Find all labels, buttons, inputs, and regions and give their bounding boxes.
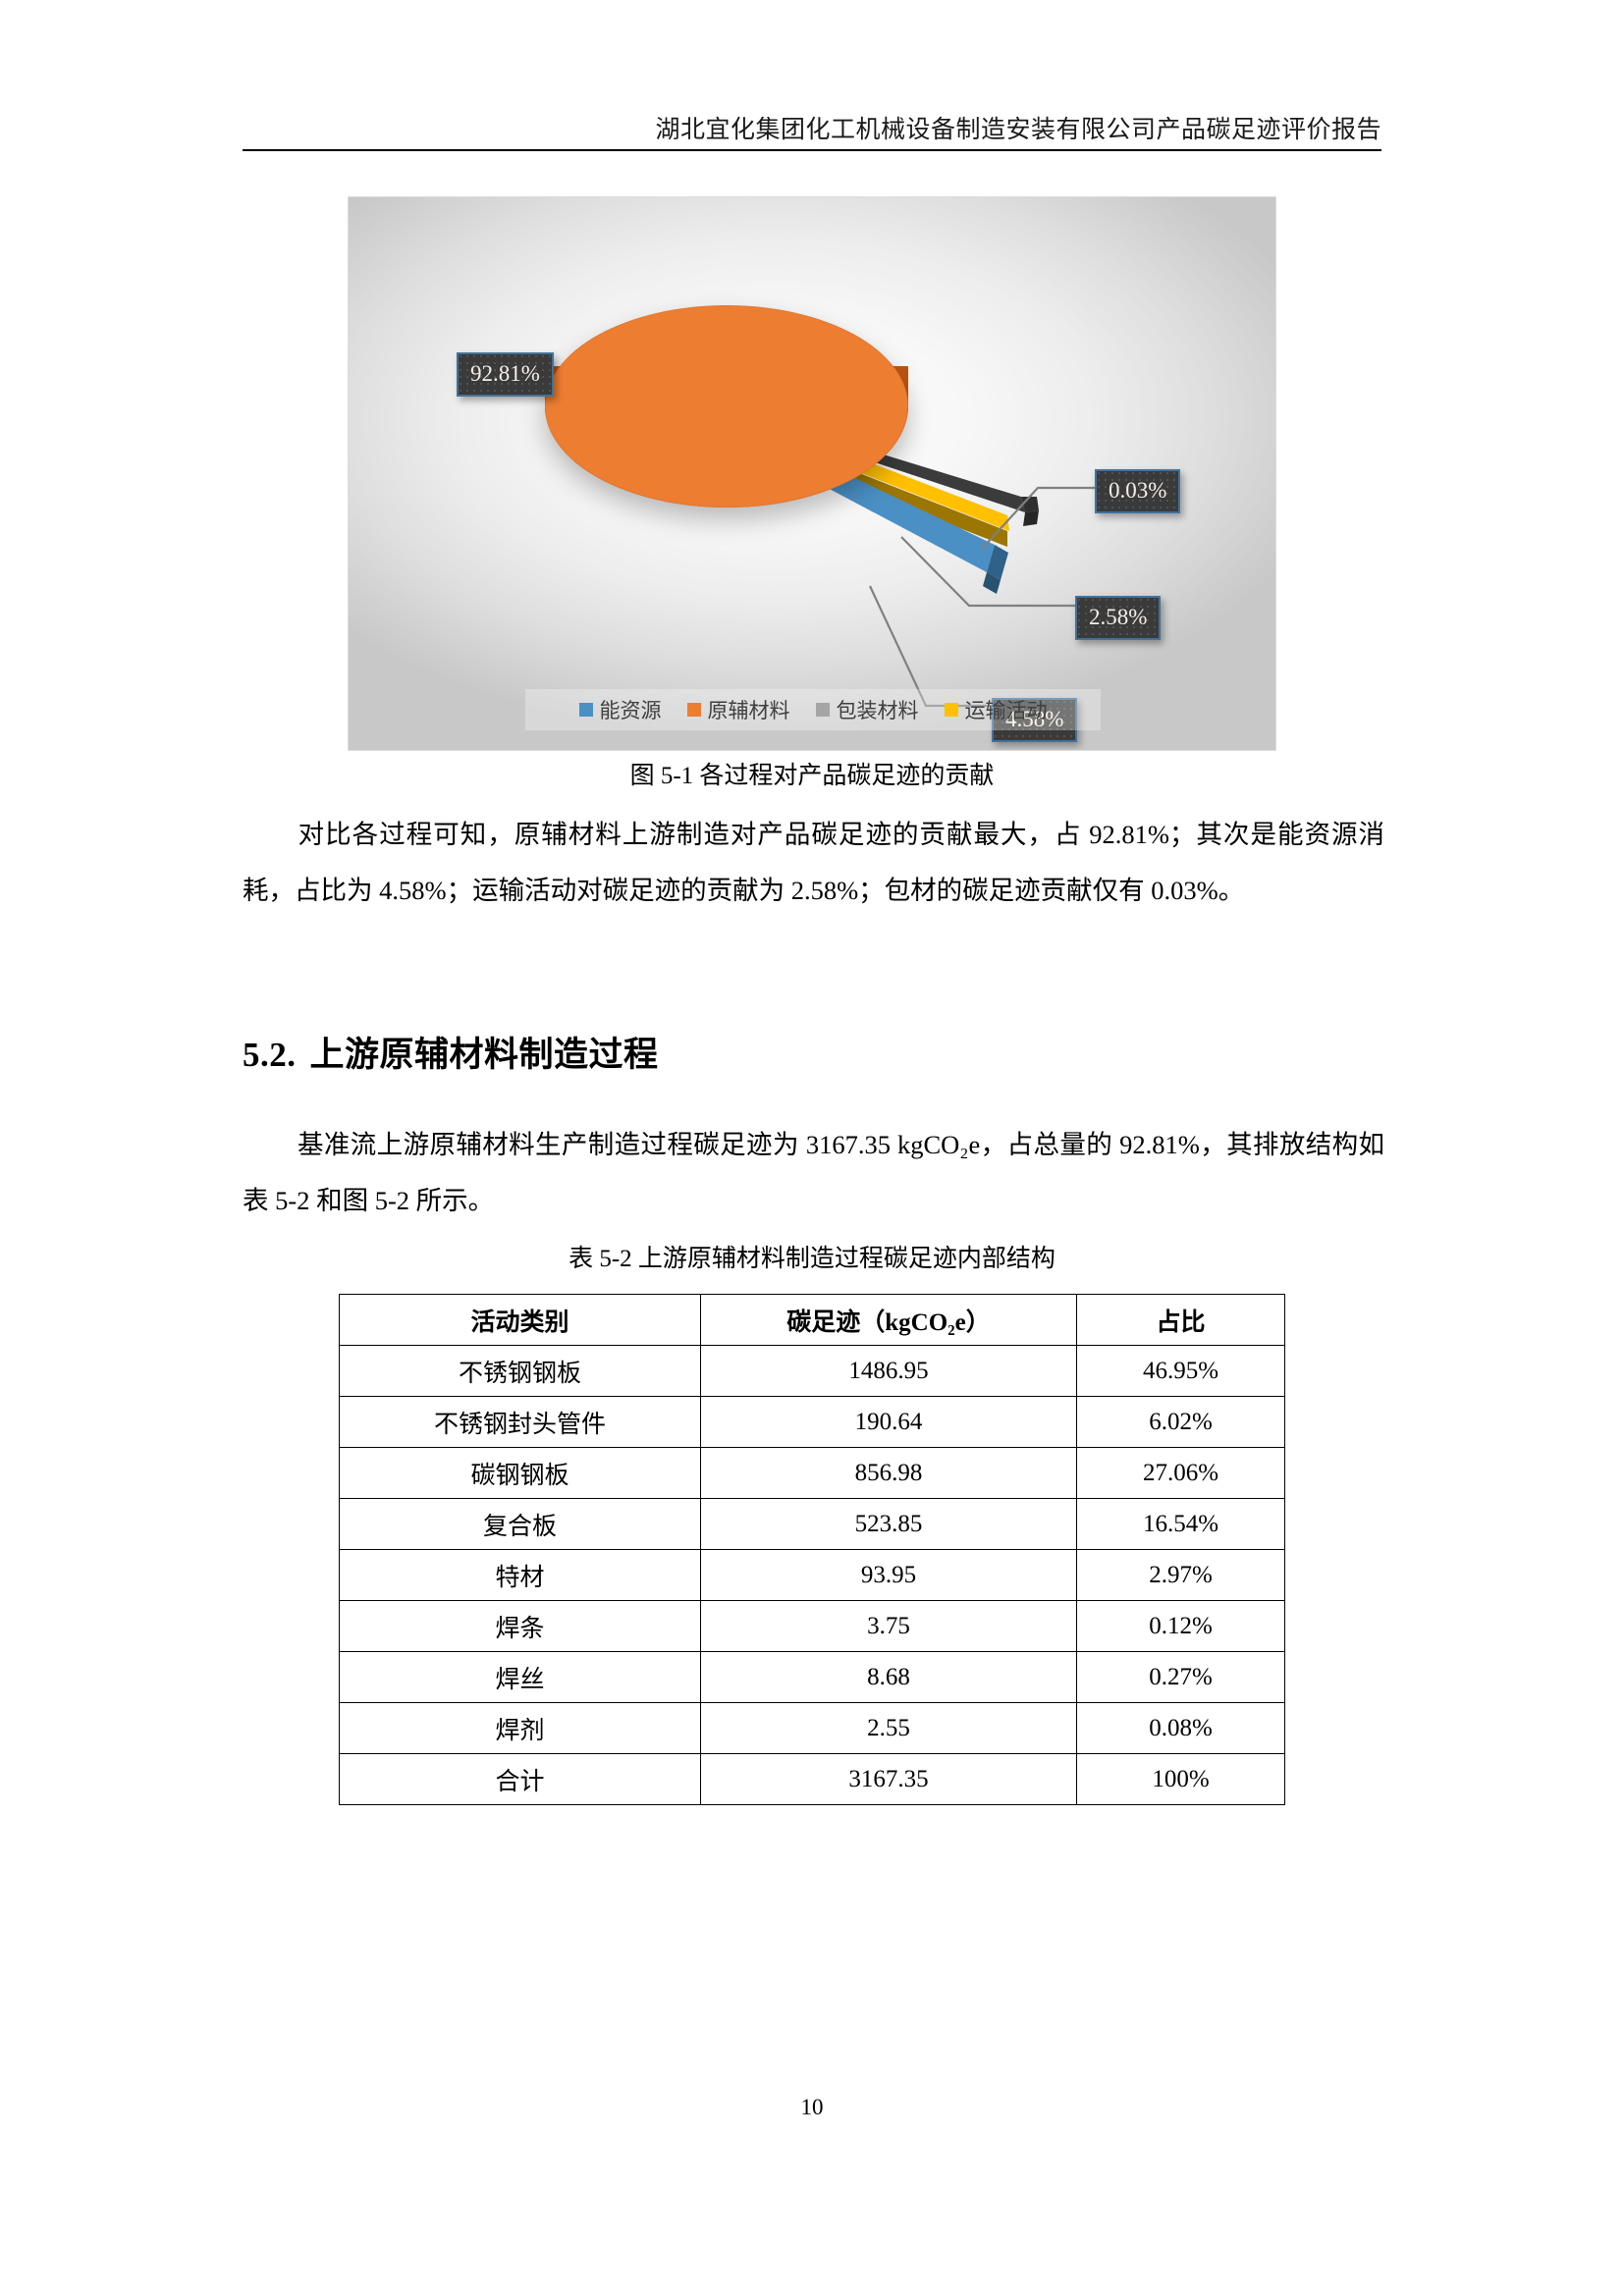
- cell-activity: 碳钢钢板: [339, 1447, 701, 1499]
- legend-label: 包装材料: [836, 699, 919, 722]
- paragraph-text: 基准流上游原辅材料生产制造过程碳足迹为 3167.35 kgCO₂e，占总量的 …: [243, 1130, 1384, 1215]
- cell-share: 2.97%: [1076, 1549, 1285, 1601]
- cell-share: 0.08%: [1076, 1702, 1285, 1754]
- table-row: 焊丝 8.68 0.27%: [339, 1651, 1285, 1703]
- cell-footprint: 8.68: [700, 1651, 1077, 1703]
- cell-footprint: 1486.95: [700, 1345, 1077, 1397]
- legend-label: 运输活动: [964, 699, 1048, 722]
- cell-share: 16.54%: [1076, 1498, 1285, 1550]
- cell-footprint: 3167.35: [700, 1753, 1077, 1805]
- section-title: 上游原辅材料制造过程: [309, 1036, 659, 1074]
- legend-swatch-icon: [815, 703, 830, 717]
- figure-5-1: 92.81% 0.03% 2.58% 4.58% 能资源 原辅材料 包装材料: [348, 196, 1276, 751]
- section-heading-5-2: 5.2. 上游原辅材料制造过程: [243, 1027, 659, 1077]
- cell-footprint: 93.95: [700, 1549, 1077, 1601]
- table-header-row: 活动类别 碳足迹（kgCO₂e） 占比: [339, 1294, 1285, 1346]
- cell-activity: 焊丝: [339, 1651, 701, 1703]
- cell-footprint: 190.64: [700, 1396, 1077, 1448]
- cell-activity: 焊条: [339, 1600, 701, 1652]
- cell-footprint: 2.55: [700, 1702, 1077, 1754]
- table-5-2: 活动类别 碳足迹（kgCO₂e） 占比 不锈钢钢板 1486.95 46.95%…: [339, 1294, 1285, 1805]
- legend-label: 能资源: [599, 699, 662, 722]
- legend-item-baozhuangcailiao[interactable]: 包装材料: [815, 695, 919, 724]
- cell-activity: 不锈钢封头管件: [339, 1396, 701, 1448]
- cell-activity: 焊剂: [339, 1702, 701, 1754]
- cell-share: 27.06%: [1076, 1447, 1285, 1499]
- table-row: 特材 93.95 2.97%: [339, 1549, 1285, 1601]
- table-row: 不锈钢封头管件 190.64 6.02%: [339, 1396, 1285, 1448]
- legend-item-yuanfucailiao[interactable]: 原辅材料: [686, 695, 790, 724]
- pie-data-label-yuanfucailiao: 92.81%: [457, 352, 554, 397]
- pie-data-label-baozhuang: 0.03%: [1095, 469, 1181, 513]
- table-row-total: 合计 3167.35 100%: [339, 1753, 1285, 1805]
- legend-item-nengziyuan[interactable]: 能资源: [578, 695, 662, 724]
- table-row: 焊条 3.75 0.12%: [339, 1600, 1285, 1652]
- legend-label: 原辅材料: [707, 699, 790, 722]
- table-header-activity: 活动类别: [339, 1294, 701, 1346]
- table-row: 不锈钢钢板 1486.95 46.95%: [339, 1345, 1285, 1397]
- page-number: 10: [800, 2095, 824, 2119]
- cell-share: 0.27%: [1076, 1651, 1285, 1703]
- table-row: 碳钢钢板 856.98 27.06%: [339, 1447, 1285, 1499]
- paragraph-upstream-materials: 基准流上游原辅材料生产制造过程碳足迹为 3167.35 kgCO₂e，占总量的 …: [243, 1117, 1384, 1229]
- cell-share: 0.12%: [1076, 1600, 1285, 1652]
- cell-activity: 合计: [339, 1753, 701, 1805]
- running-header-text: 湖北宜化集团化工机械设备制造安装有限公司产品碳足迹评价报告: [655, 117, 1381, 143]
- legend-swatch-icon: [944, 703, 958, 717]
- cell-activity: 特材: [339, 1549, 701, 1601]
- cell-footprint: 523.85: [700, 1498, 1077, 1550]
- table-row: 焊剂 2.55 0.08%: [339, 1702, 1285, 1754]
- table-caption: 表 5-2 上游原辅材料制造过程碳足迹内部结构: [568, 1246, 1056, 1272]
- cell-share: 100%: [1076, 1753, 1285, 1805]
- table-row: 复合板 523.85 16.54%: [339, 1498, 1285, 1550]
- pie-chart: 92.81% 0.03% 2.58% 4.58% 能资源 原辅材料 包装材料: [348, 196, 1276, 751]
- running-header: 湖北宜化集团化工机械设备制造安装有限公司产品碳足迹评价报告: [243, 110, 1381, 157]
- legend-swatch-icon: [686, 703, 701, 717]
- cell-share: 46.95%: [1076, 1345, 1285, 1397]
- paragraph-text: 对比各过程可知，原辅材料上游制造对产品碳足迹的贡献最大，占 92.81%；其次是…: [243, 820, 1384, 905]
- header-divider: [243, 149, 1381, 151]
- cell-activity: 不锈钢钢板: [339, 1345, 701, 1397]
- cell-footprint: 856.98: [700, 1447, 1077, 1499]
- table-header-footprint: 碳足迹（kgCO₂e）: [700, 1294, 1077, 1346]
- legend-swatch-icon: [578, 703, 593, 717]
- cell-footprint: 3.75: [700, 1600, 1077, 1652]
- pie-stage: 92.81% 0.03% 2.58% 4.58%: [349, 197, 1275, 750]
- section-number: 5.2.: [243, 1036, 297, 1074]
- paragraph-contribution-summary: 对比各过程可知，原辅材料上游制造对产品碳足迹的贡献最大，占 92.81%；其次是…: [243, 807, 1384, 919]
- legend-item-yunshuhuodong[interactable]: 运输活动: [944, 695, 1048, 724]
- chart-legend: 能资源 原辅材料 包装材料 运输活动: [525, 689, 1101, 730]
- pie-slice-yuanfucailiao: [545, 305, 908, 507]
- table-header-share: 占比: [1076, 1294, 1285, 1346]
- cell-share: 6.02%: [1076, 1396, 1285, 1448]
- figure-caption: 图 5-1 各过程对产品碳足迹的贡献: [629, 763, 995, 789]
- cell-activity: 复合板: [339, 1498, 701, 1550]
- pie-data-label-yunshu: 2.58%: [1075, 596, 1162, 640]
- pie-data-label-nengziyuan: 4.58%: [992, 698, 1078, 742]
